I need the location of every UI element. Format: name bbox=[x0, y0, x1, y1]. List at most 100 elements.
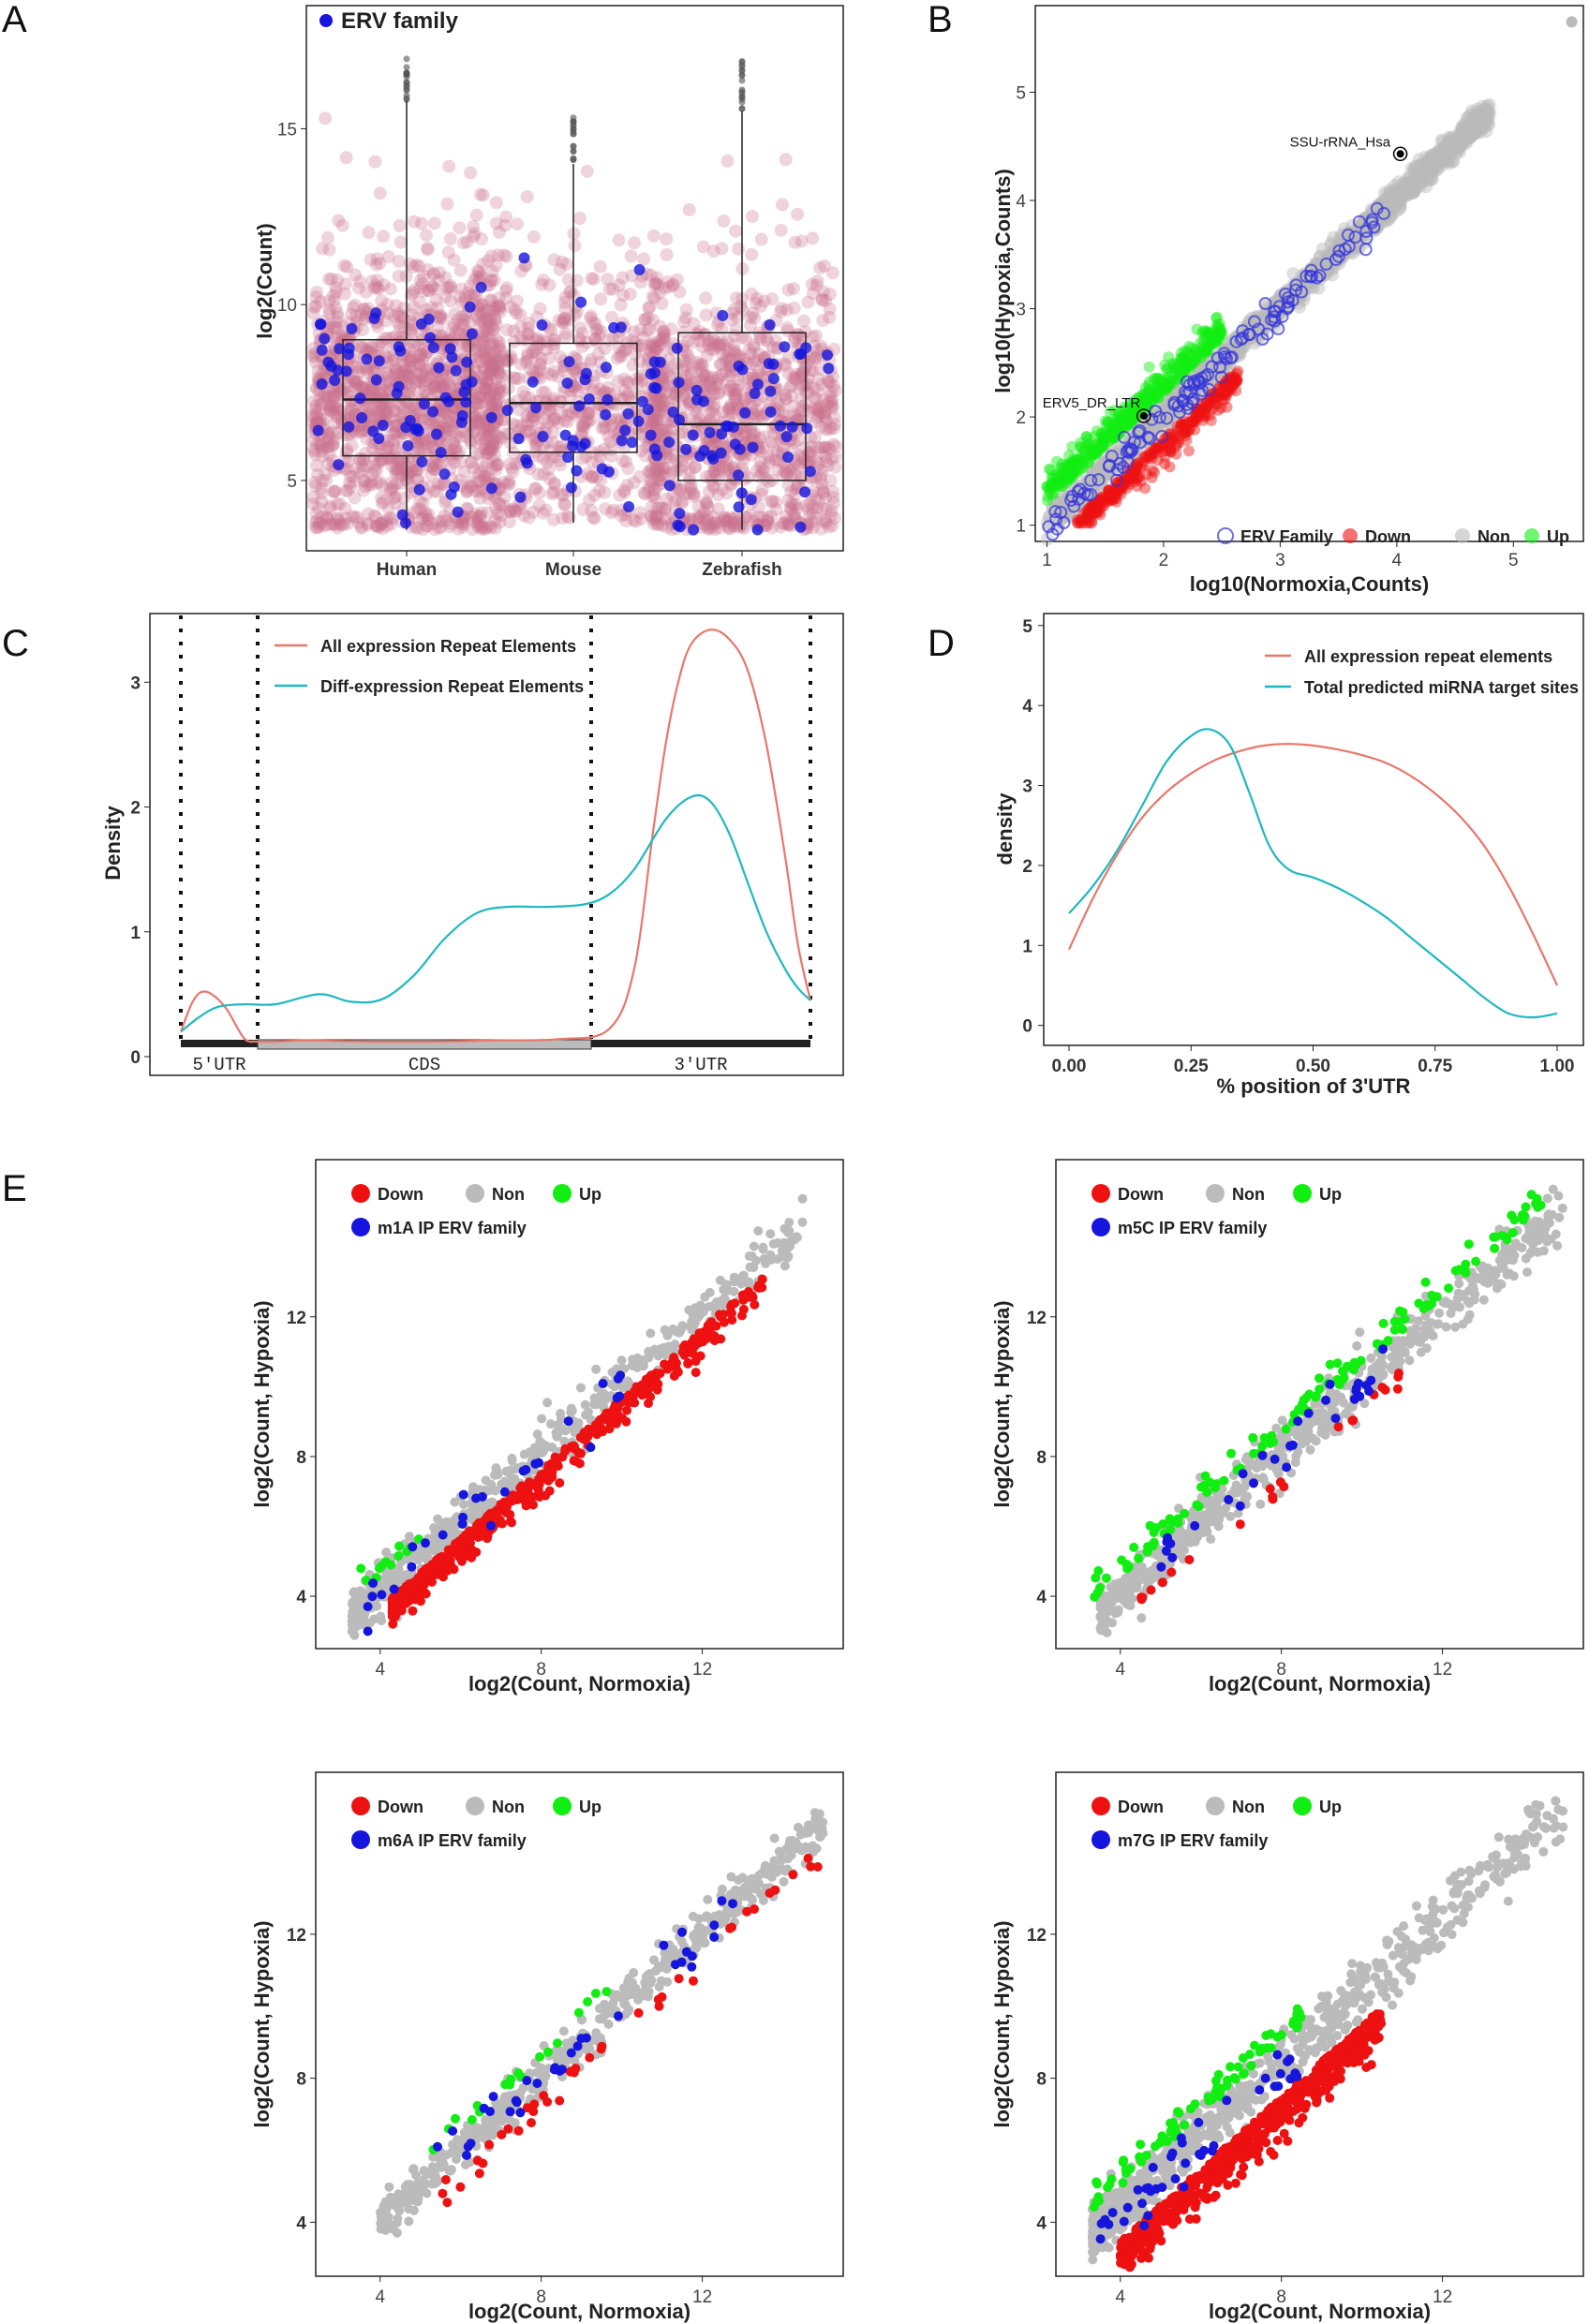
jitter-point bbox=[440, 197, 454, 211]
jitter-point bbox=[413, 495, 427, 509]
jitter-point bbox=[441, 245, 455, 259]
erv-point bbox=[674, 521, 686, 533]
erv-point bbox=[782, 451, 794, 463]
erv-point bbox=[619, 424, 631, 437]
jitter-point bbox=[346, 301, 360, 315]
non-point bbox=[1460, 122, 1474, 136]
erv-point bbox=[663, 480, 676, 492]
jitter-point bbox=[480, 457, 494, 471]
jitter-point bbox=[418, 378, 432, 392]
jitter-point bbox=[481, 422, 495, 436]
jitter-point bbox=[809, 351, 823, 365]
jitter-point bbox=[675, 496, 689, 511]
erv-point bbox=[466, 328, 478, 340]
jitter-point bbox=[709, 380, 723, 394]
jitter-point bbox=[345, 438, 359, 452]
jitter-point bbox=[593, 259, 607, 274]
erv-point bbox=[733, 360, 745, 372]
erv-point bbox=[739, 407, 751, 419]
jitter-point bbox=[655, 501, 669, 515]
jitter-point bbox=[380, 434, 394, 448]
jitter-point bbox=[633, 372, 647, 385]
jitter-point bbox=[385, 453, 399, 467]
y-tick-label: 10 bbox=[277, 296, 297, 316]
jitter-point bbox=[326, 438, 340, 452]
jitter-point bbox=[340, 386, 354, 400]
jitter-point bbox=[564, 285, 578, 299]
jitter-point bbox=[788, 235, 802, 249]
jitter-point bbox=[816, 314, 830, 328]
outlier-point bbox=[570, 155, 577, 163]
jitter-point bbox=[765, 451, 779, 466]
erv-point bbox=[648, 356, 661, 368]
jitter-point bbox=[745, 247, 759, 261]
jitter-point bbox=[419, 374, 432, 388]
jitter-point bbox=[553, 394, 567, 408]
jitter-point bbox=[441, 280, 455, 294]
jitter-point bbox=[359, 285, 373, 299]
erv-point bbox=[319, 333, 331, 345]
erv-point bbox=[616, 435, 628, 447]
jitter-point bbox=[309, 507, 323, 521]
erv-point bbox=[667, 406, 679, 418]
jitter-point bbox=[381, 441, 395, 455]
jitter-point bbox=[592, 445, 606, 459]
erv-point bbox=[452, 506, 464, 518]
jitter-point bbox=[377, 229, 391, 244]
jitter-point bbox=[482, 492, 496, 506]
jitter-point bbox=[344, 402, 358, 416]
erv-point bbox=[315, 318, 327, 330]
jitter-point bbox=[823, 302, 837, 316]
panel-label-d: D bbox=[928, 623, 955, 664]
jitter-point bbox=[748, 425, 762, 439]
erv-point bbox=[475, 281, 487, 293]
erv-point bbox=[466, 376, 478, 388]
jitter-point bbox=[602, 282, 616, 296]
jitter-point bbox=[476, 257, 490, 271]
non-point bbox=[1446, 139, 1459, 153]
erv-point bbox=[316, 344, 328, 356]
erv-point bbox=[764, 318, 776, 331]
jitter-point bbox=[706, 244, 720, 258]
erv-point bbox=[565, 481, 577, 494]
jitter-point bbox=[454, 317, 468, 331]
jitter-point bbox=[587, 273, 601, 286]
jitter-point bbox=[366, 382, 380, 396]
jitter-point bbox=[486, 323, 500, 337]
jitter-point bbox=[465, 480, 479, 494]
jitter-point bbox=[616, 271, 630, 285]
erv-point bbox=[536, 319, 548, 331]
jitter-point bbox=[745, 210, 759, 224]
erv-point bbox=[734, 443, 746, 455]
jitter-point bbox=[701, 500, 715, 514]
jitter-point bbox=[627, 476, 641, 490]
outlier-point bbox=[570, 122, 577, 128]
jitter-point bbox=[753, 408, 767, 422]
erv-point bbox=[464, 301, 476, 313]
jitter-point bbox=[325, 272, 338, 286]
erv-point bbox=[334, 343, 346, 355]
jitter-point bbox=[405, 405, 419, 419]
erv-point bbox=[663, 437, 676, 448]
jitter-point bbox=[474, 506, 488, 520]
panel-label-a: A bbox=[2, 0, 27, 40]
erv-point bbox=[648, 381, 661, 393]
jitter-point bbox=[371, 280, 384, 294]
jitter-point bbox=[397, 301, 411, 315]
erv-point bbox=[485, 482, 497, 495]
jitter-point bbox=[695, 358, 709, 371]
jitter-point bbox=[349, 268, 363, 282]
jitter-point bbox=[575, 418, 589, 432]
erv-point bbox=[514, 491, 527, 503]
jitter-point bbox=[514, 264, 528, 278]
jitter-point bbox=[354, 520, 368, 534]
jitter-point bbox=[646, 313, 660, 327]
jitter-point bbox=[643, 464, 657, 478]
jitter-point bbox=[415, 216, 428, 230]
erv-point bbox=[433, 362, 445, 374]
jitter-point bbox=[424, 416, 438, 429]
erv-point bbox=[393, 341, 405, 353]
jitter-point bbox=[330, 315, 344, 329]
erv-point bbox=[780, 431, 793, 443]
jitter-point bbox=[444, 404, 458, 418]
